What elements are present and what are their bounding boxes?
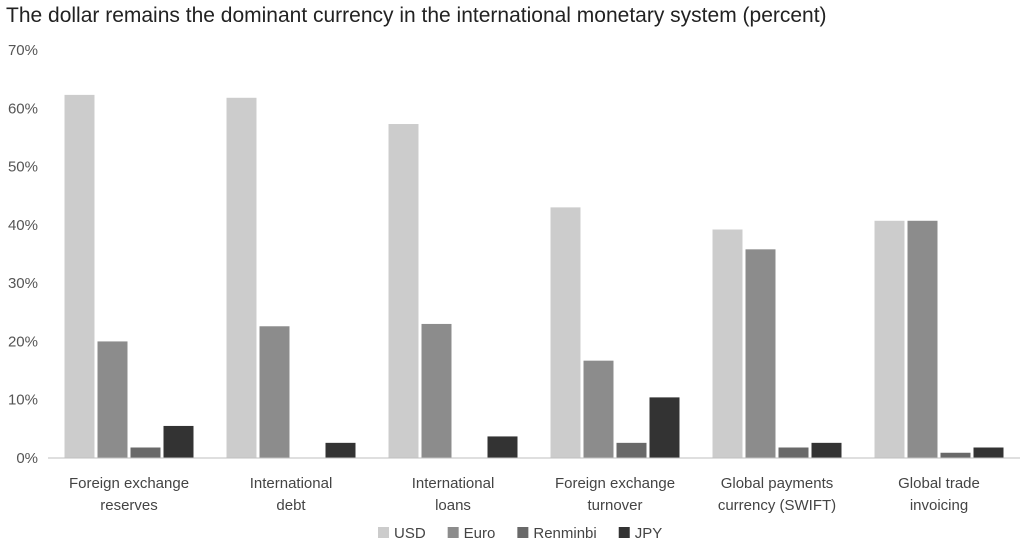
y-tick-label: 50% <box>8 159 38 176</box>
x-category-label: loans <box>435 497 471 514</box>
bars <box>64 94 1004 459</box>
bar-euro-6 <box>907 220 938 458</box>
bar-jpy-1 <box>163 425 194 458</box>
x-category-label: International <box>250 475 333 492</box>
bar-usd-2 <box>226 97 257 459</box>
legend-swatch-jpy <box>618 527 630 538</box>
y-tick-label: 10% <box>8 392 38 409</box>
bar-renminbi-5 <box>778 447 809 458</box>
y-tick-label: 40% <box>8 217 38 234</box>
legend-label-jpy: JPY <box>635 525 663 542</box>
bar-euro-2 <box>259 326 290 458</box>
x-category-label: Global trade <box>898 475 980 492</box>
bar-jpy-6 <box>973 447 1004 458</box>
bar-jpy-3 <box>487 436 518 458</box>
x-category-label: debt <box>276 497 306 514</box>
bar-usd-5 <box>712 229 743 458</box>
bar-euro-1 <box>97 341 128 458</box>
bar-euro-3 <box>421 323 452 458</box>
bar-jpy-4 <box>649 397 680 458</box>
y-tick-label: 70% <box>8 42 38 59</box>
x-category-label: reserves <box>100 497 158 514</box>
bar-renminbi-1 <box>130 447 161 458</box>
y-axis: 0% 10% 20% 30% 40% 50% 60% 70% <box>8 42 38 467</box>
legend-swatch-euro <box>447 527 459 538</box>
y-tick-label: 60% <box>8 100 38 117</box>
bar-usd-1 <box>64 94 95 458</box>
x-category-label: turnover <box>587 497 642 514</box>
bar-usd-6 <box>874 220 905 458</box>
legend-label-renminbi: Renminbi <box>533 525 596 542</box>
x-category-label: Foreign exchange <box>69 475 189 492</box>
bar-jpy-2 <box>325 442 356 458</box>
bar-renminbi-6 <box>940 452 971 458</box>
x-category-label: Global payments <box>721 475 834 492</box>
y-tick-label: 20% <box>8 333 38 350</box>
x-category-label: Foreign exchange <box>555 475 675 492</box>
x-category-label: International <box>412 475 495 492</box>
legend-label-usd: USD <box>394 525 426 542</box>
x-category-label: currency (SWIFT) <box>718 497 836 514</box>
y-tick-label: 30% <box>8 275 38 292</box>
bar-euro-5 <box>745 249 776 458</box>
x-category-label: invoicing <box>910 497 968 514</box>
bar-renminbi-4 <box>616 442 647 458</box>
legend-swatch-usd <box>378 527 389 538</box>
chart-title: The dollar remains the dominant currency… <box>6 4 827 27</box>
y-tick-label: 0% <box>16 450 38 467</box>
x-axis: Foreign exchange reserves International deb… <box>69 475 980 514</box>
legend-swatch-renminbi <box>517 527 529 538</box>
bar-usd-4 <box>550 207 581 458</box>
legend-label-euro: Euro <box>464 525 496 542</box>
bar-usd-3 <box>388 124 419 458</box>
bar-jpy-5 <box>811 442 842 458</box>
legend: USD Euro Renminbi JPY <box>378 525 662 542</box>
bar-euro-4 <box>583 360 614 458</box>
